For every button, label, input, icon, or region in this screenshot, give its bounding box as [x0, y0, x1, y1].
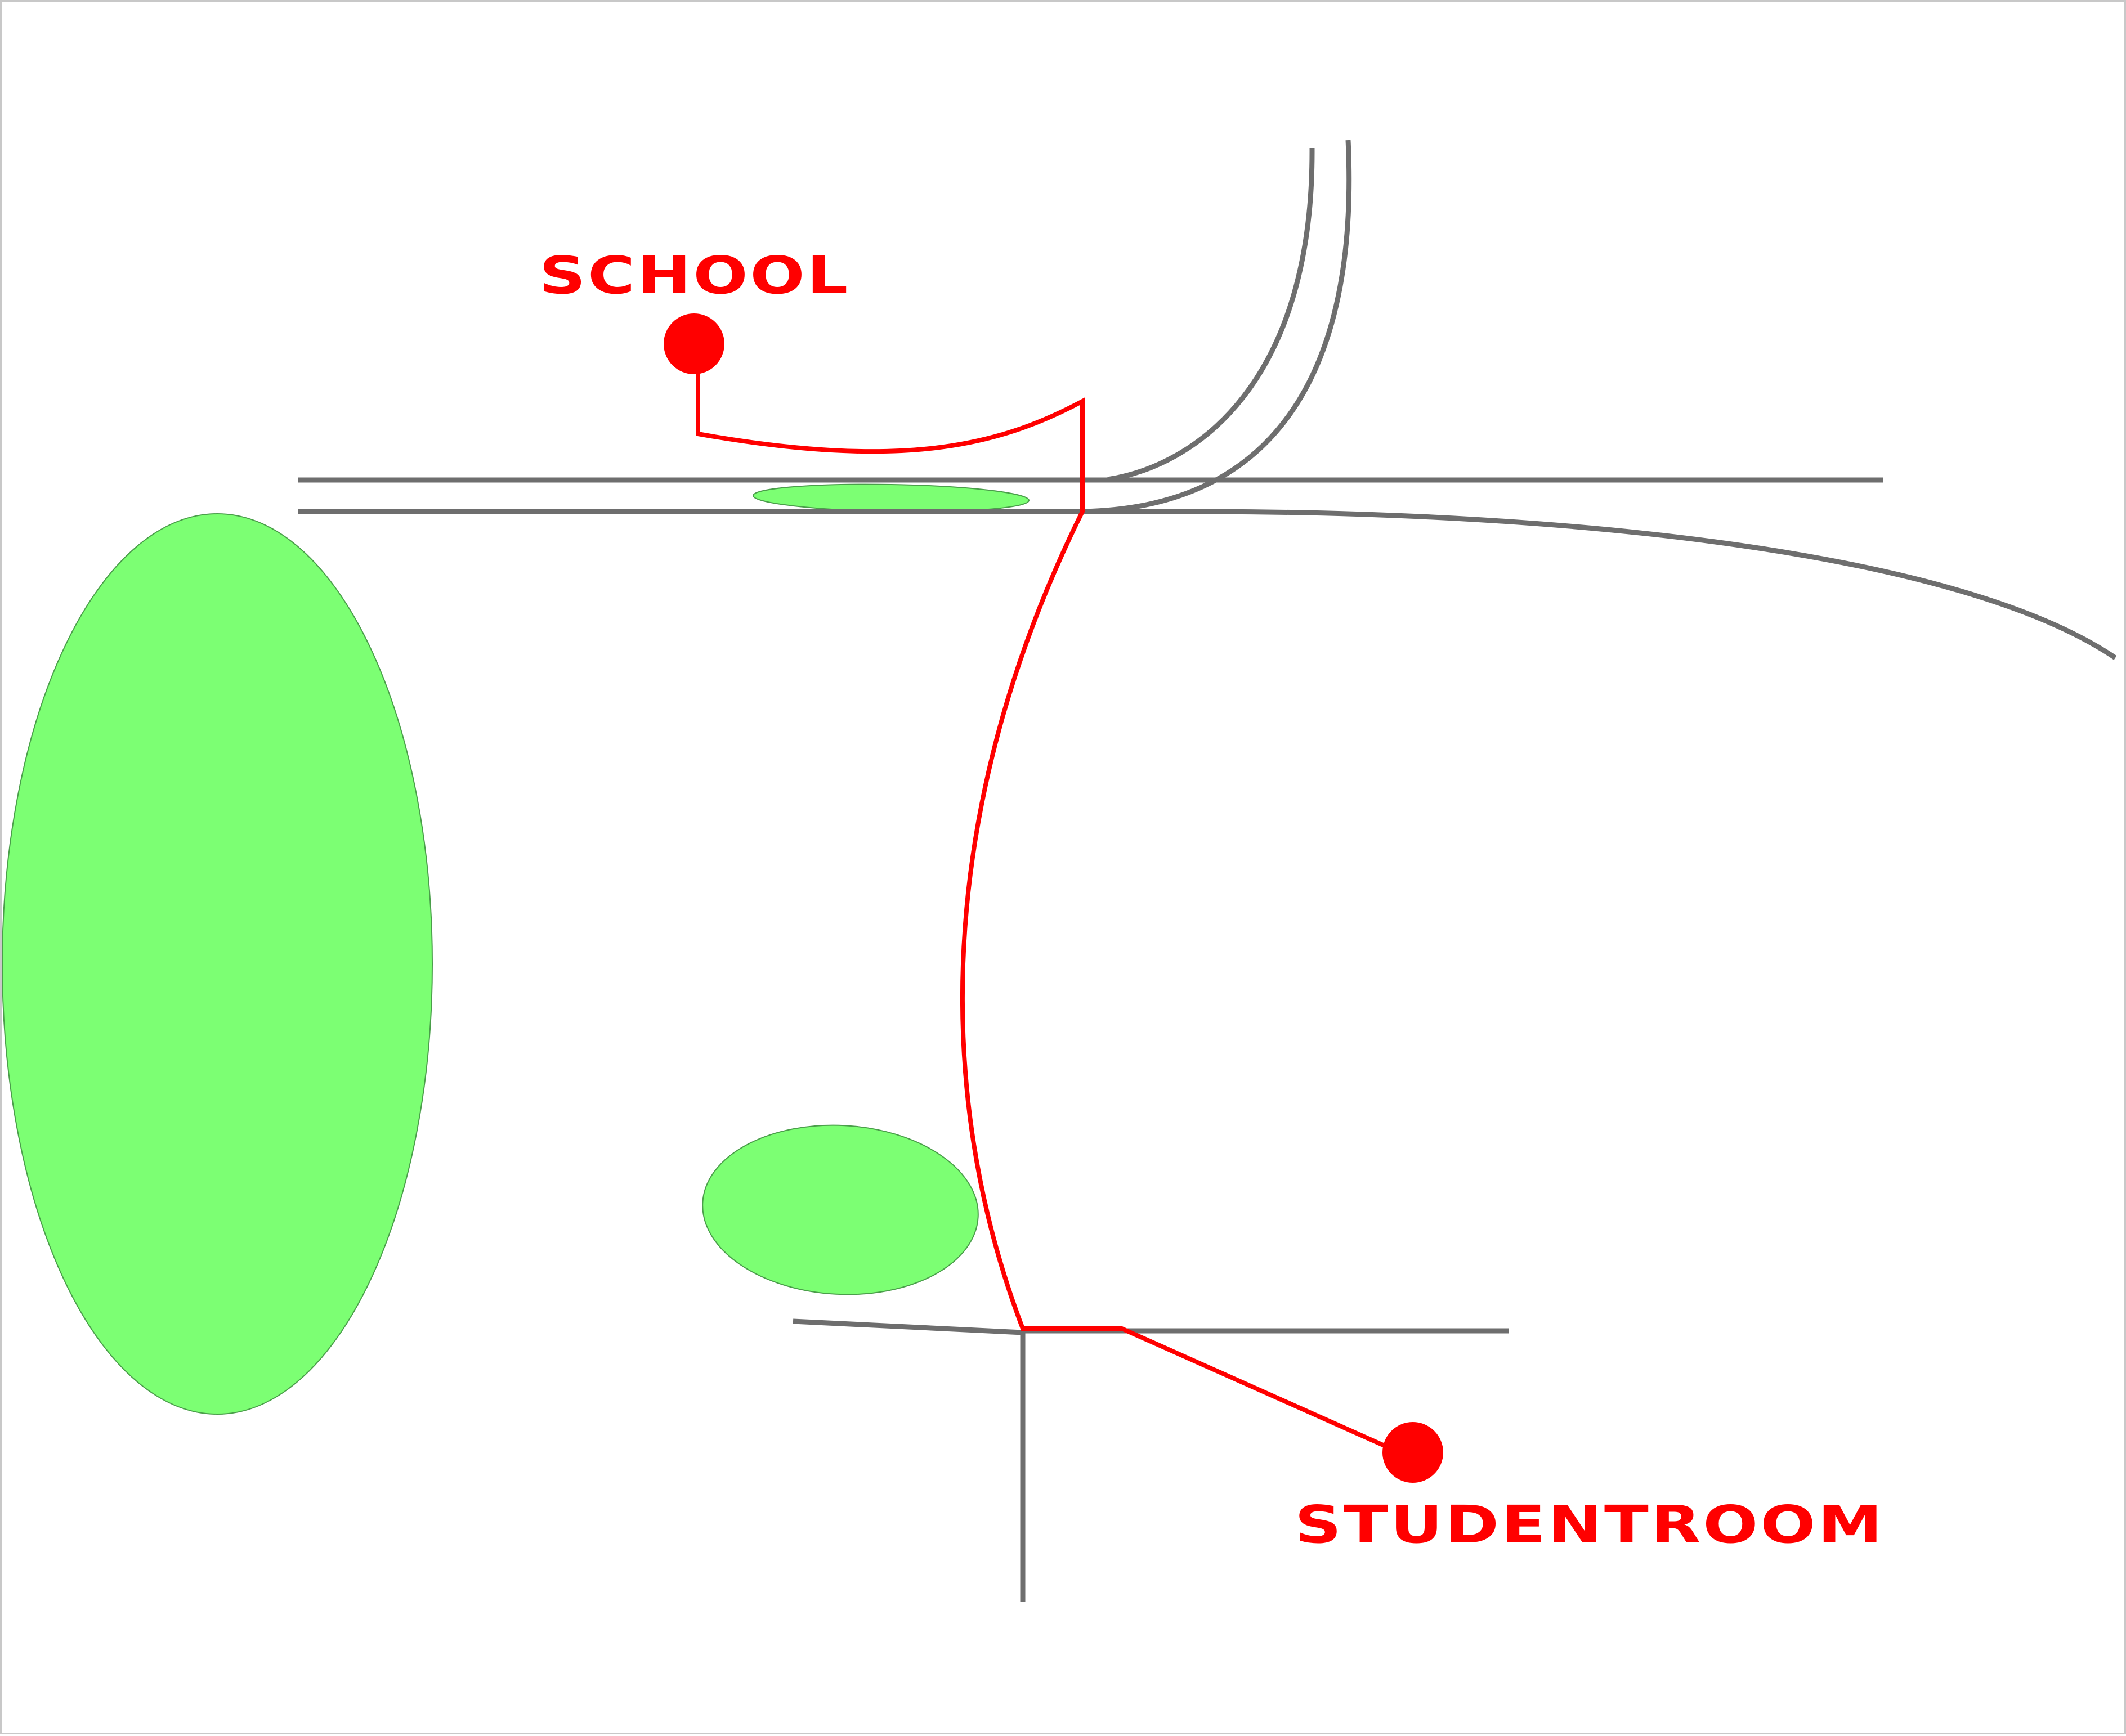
road-curve-north-outer [1081, 140, 1352, 514]
route-school-to-studentroom [696, 351, 1393, 1451]
road-curve-east [1194, 509, 2117, 660]
school-label: SCHOOL [539, 245, 850, 306]
school-marker[interactable] [664, 313, 724, 374]
roads [298, 140, 2117, 1602]
green-areas [2, 483, 1030, 1415]
route [696, 351, 1393, 1451]
road-curve-north-inner [1107, 147, 1315, 482]
place-labels: SCHOOL STUDENTROOM [539, 245, 1885, 1555]
large-park [2, 513, 433, 1415]
studentroom-label: STUDENTROOM [1295, 1495, 1885, 1555]
small-park [702, 1124, 979, 1295]
markers [664, 313, 1443, 1483]
studentroom-marker[interactable] [1382, 1422, 1443, 1483]
road-lower-west [793, 1318, 1023, 1335]
